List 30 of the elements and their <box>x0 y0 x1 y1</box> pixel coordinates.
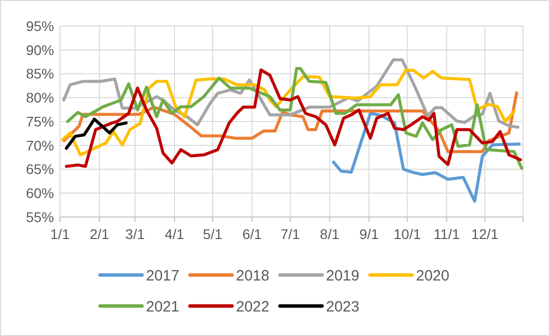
y-tick-label: 55% <box>26 208 54 225</box>
x-tick-label: 6/1 <box>242 226 262 242</box>
y-tick-label: 85% <box>26 66 54 82</box>
legend-label: 2022 <box>236 298 270 316</box>
y-tick-label: 80% <box>26 90 54 106</box>
x-tick-label: 2/1 <box>90 226 110 242</box>
x-tick-label: 9/1 <box>359 226 380 242</box>
legend-label: 2017 <box>146 267 180 284</box>
legend-label: 2018 <box>236 267 270 284</box>
legend-label: 2021 <box>146 298 180 316</box>
y-tick-label: 70% <box>26 137 54 154</box>
x-tick-label: 7/1 <box>280 226 300 242</box>
y-tick-label: 75% <box>26 113 54 130</box>
legend-label: 2023 <box>326 298 360 316</box>
x-tick-label: 10/1 <box>394 226 422 242</box>
legend-label: 2019 <box>326 267 360 284</box>
line-series <box>64 118 128 150</box>
y-tick-label: 95% <box>26 18 54 34</box>
x-tick-label: 1/1 <box>50 226 70 242</box>
x-tick-label: 5/1 <box>202 226 223 242</box>
x-tick-label: 3/1 <box>125 226 145 242</box>
x-tick-label: 12/1 <box>471 226 499 242</box>
line-series <box>332 112 521 203</box>
y-tick-label: 65% <box>26 161 54 178</box>
y-tick-label: 60% <box>26 185 54 202</box>
legend-label: 2020 <box>416 267 450 284</box>
y-tick-label: 90% <box>26 42 54 58</box>
x-tick-label: 8/1 <box>320 226 340 242</box>
x-tick-label: 11/1 <box>434 226 460 242</box>
x-tick-label: 4/1 <box>164 226 184 242</box>
